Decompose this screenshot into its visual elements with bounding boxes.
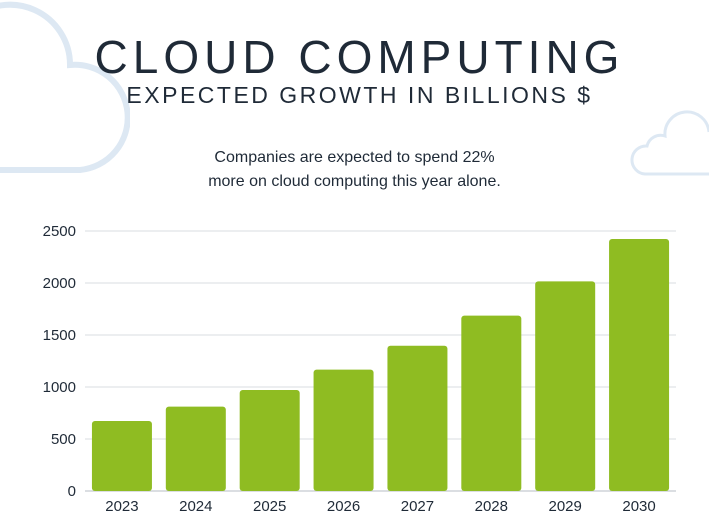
y-tick-label: 2500: [43, 223, 76, 240]
x-tick-label: 2027: [401, 498, 434, 515]
x-tick-label: 2030: [622, 498, 655, 515]
bar-2025: [239, 390, 300, 491]
bar-2024: [165, 406, 226, 491]
bar-2028: [461, 315, 522, 491]
bar-2023: [91, 421, 152, 491]
bar-2026: [313, 369, 374, 491]
y-tick-label: 500: [51, 431, 76, 448]
chart-title: CLOUD COMPUTING: [94, 31, 625, 83]
y-tick-label: 2000: [43, 275, 76, 292]
bar-2027: [387, 345, 448, 491]
bar-2030: [609, 239, 670, 491]
x-tick-label: 2029: [549, 498, 582, 515]
y-tick-label: 1500: [43, 327, 76, 344]
x-tick-label: 2024: [179, 498, 212, 515]
note-line-2: more on cloud computing this year alone.: [208, 173, 501, 190]
bar-2029: [535, 281, 596, 491]
x-tick-label: 2028: [475, 498, 508, 515]
chart-note: Companies are expected to spend 22% more…: [0, 146, 709, 194]
note-line-1: Companies are expected to spend 22%: [214, 149, 495, 166]
x-tick-label: 2023: [105, 498, 138, 515]
y-tick-label: 1000: [43, 379, 76, 396]
x-tick-label: 2025: [253, 498, 286, 515]
x-tick-label: 2026: [327, 498, 360, 515]
chart-subtitle: EXPECTED GROWTH IN BILLIONS $: [126, 82, 593, 108]
y-tick-label: 0: [68, 483, 76, 500]
cloud-icon-left: [0, 1, 130, 173]
cloud-icon-right: [630, 110, 709, 176]
